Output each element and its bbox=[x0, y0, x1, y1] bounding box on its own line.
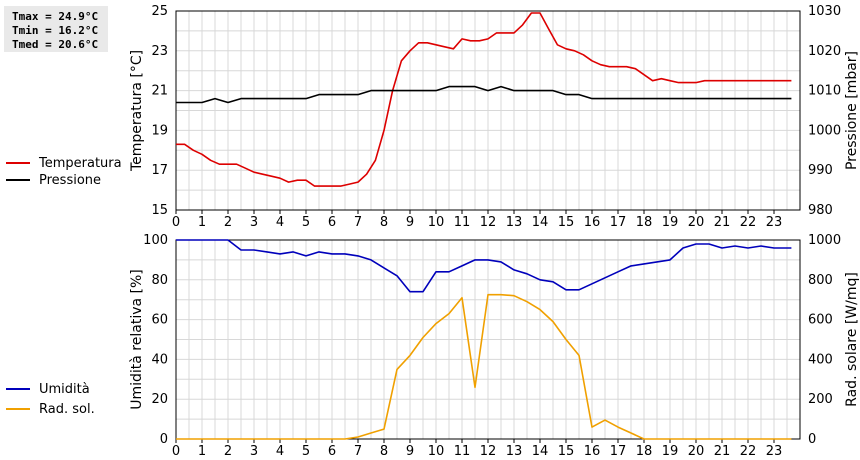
top-y-tick-label: 23 bbox=[151, 44, 168, 59]
top-y-tick-label: 15 bbox=[151, 203, 168, 218]
bottom-y2-tick-label: 0 bbox=[808, 432, 816, 447]
bottom-y-tick-label: 80 bbox=[151, 273, 168, 288]
top-legend-label: Temperatura bbox=[38, 156, 122, 171]
top-x-tick-label: 20 bbox=[688, 215, 705, 230]
top-x-tick-label: 17 bbox=[610, 215, 627, 230]
top-x-tick-label: 0 bbox=[172, 215, 180, 230]
bottom-x-tick-label: 7 bbox=[354, 444, 362, 459]
bottom-x-tick-label: 19 bbox=[662, 444, 679, 459]
bottom-y-tick-label: 40 bbox=[151, 352, 168, 367]
bottom-x-tick-label: 21 bbox=[714, 444, 731, 459]
bottom-x-tick-label: 3 bbox=[250, 444, 258, 459]
top-x-tick-label: 3 bbox=[250, 215, 258, 230]
top-y2-tick-label: 1020 bbox=[808, 44, 841, 59]
top-x-tick-label: 5 bbox=[302, 215, 310, 230]
top-series-pressione bbox=[176, 85, 792, 104]
bottom-x-tick-label: 9 bbox=[406, 444, 414, 459]
bottom-x-tick-label: 2 bbox=[224, 444, 232, 459]
bottom-x-tick-label: 4 bbox=[276, 444, 284, 459]
top-x-tick-label: 12 bbox=[480, 215, 497, 230]
top-x-tick-label: 6 bbox=[328, 215, 336, 230]
bottom-x-tick-label: 11 bbox=[454, 444, 471, 459]
top-y2-axis-title: Pressione [mbar] bbox=[844, 51, 860, 170]
bottom-x-tick-label: 12 bbox=[480, 444, 497, 459]
top-x-tick-label: 8 bbox=[380, 215, 388, 230]
stats-box: Tmax = 24.9°C Tmin = 16.2°C Tmed = 20.6°… bbox=[4, 6, 108, 52]
top-x-tick-label: 13 bbox=[506, 215, 523, 230]
bottom-series-umidit bbox=[176, 239, 792, 293]
bottom-series-rad-sol bbox=[176, 293, 792, 440]
top-y-axis-title: Temperatura [°C] bbox=[129, 50, 145, 172]
bottom-y2-tick-label: 800 bbox=[808, 273, 833, 288]
bottom-y-tick-label: 60 bbox=[151, 313, 168, 328]
top-x-tick-label: 1 bbox=[198, 215, 206, 230]
bottom-x-tick-label: 10 bbox=[428, 444, 445, 459]
top-x-tick-label: 22 bbox=[740, 215, 757, 230]
top-x-tick-label: 11 bbox=[454, 215, 471, 230]
top-legend-label: Pressione bbox=[39, 173, 101, 188]
tmax-label: Tmax = 24.9°C bbox=[12, 10, 99, 23]
bottom-y2-tick-label: 1000 bbox=[808, 233, 841, 248]
bottom-y-axis-title: Umidità relativa [%] bbox=[129, 269, 145, 410]
bottom-x-tick-label: 22 bbox=[740, 444, 757, 459]
bottom-y2-tick-label: 400 bbox=[808, 352, 833, 367]
bottom-y2-tick-label: 600 bbox=[808, 313, 833, 328]
bottom-x-tick-label: 23 bbox=[766, 444, 783, 459]
top-x-tick-label: 16 bbox=[584, 215, 601, 230]
top-y2-tick-label: 1000 bbox=[808, 123, 841, 138]
bottom-x-tick-label: 5 bbox=[302, 444, 310, 459]
top-x-tick-label: 18 bbox=[636, 215, 653, 230]
tmed-label: Tmed = 20.6°C bbox=[12, 38, 99, 51]
top-y2-tick-label: 1010 bbox=[808, 84, 841, 99]
top-x-tick-label: 7 bbox=[354, 215, 362, 230]
bottom-x-tick-label: 16 bbox=[584, 444, 601, 459]
top-x-tick-label: 23 bbox=[766, 215, 783, 230]
top-y-tick-label: 17 bbox=[151, 163, 168, 178]
top-x-tick-label: 19 bbox=[662, 215, 679, 230]
bottom-x-tick-label: 15 bbox=[558, 444, 575, 459]
bottom-legend-label: Umidità bbox=[39, 382, 90, 397]
bottom-x-tick-label: 18 bbox=[636, 444, 653, 459]
bottom-y2-axis-title: Rad. solare [W/mq] bbox=[844, 272, 860, 407]
top-x-tick-label: 15 bbox=[558, 215, 575, 230]
top-y2-tick-label: 980 bbox=[808, 203, 833, 218]
bottom-x-tick-label: 8 bbox=[380, 444, 388, 459]
top-y-tick-label: 25 bbox=[151, 4, 168, 19]
bottom-x-tick-label: 0 bbox=[172, 444, 180, 459]
bottom-y-tick-label: 100 bbox=[143, 233, 168, 248]
bottom-legend-label: Rad. sol. bbox=[39, 402, 95, 417]
bottom-y-tick-label: 20 bbox=[151, 392, 168, 407]
bottom-x-tick-label: 13 bbox=[506, 444, 523, 459]
top-series-temperatura bbox=[176, 12, 792, 187]
top-x-tick-label: 21 bbox=[714, 215, 731, 230]
bottom-x-tick-label: 1 bbox=[198, 444, 206, 459]
bottom-x-tick-label: 17 bbox=[610, 444, 627, 459]
bottom-x-tick-label: 14 bbox=[532, 444, 549, 459]
bottom-x-tick-label: 6 bbox=[328, 444, 336, 459]
top-x-tick-label: 14 bbox=[532, 215, 549, 230]
top-y2-tick-label: 1030 bbox=[808, 4, 841, 19]
top-y-tick-label: 19 bbox=[151, 123, 168, 138]
top-x-tick-label: 9 bbox=[406, 215, 414, 230]
tmin-label: Tmin = 16.2°C bbox=[12, 24, 99, 37]
top-x-tick-label: 4 bbox=[276, 215, 284, 230]
top-y-tick-label: 21 bbox=[151, 84, 168, 99]
top-y2-tick-label: 990 bbox=[808, 163, 833, 178]
top-x-tick-label: 10 bbox=[428, 215, 445, 230]
bottom-y-tick-label: 0 bbox=[160, 432, 168, 447]
bottom-y2-tick-label: 200 bbox=[808, 392, 833, 407]
top-x-tick-label: 2 bbox=[224, 215, 232, 230]
bottom-x-tick-label: 20 bbox=[688, 444, 705, 459]
